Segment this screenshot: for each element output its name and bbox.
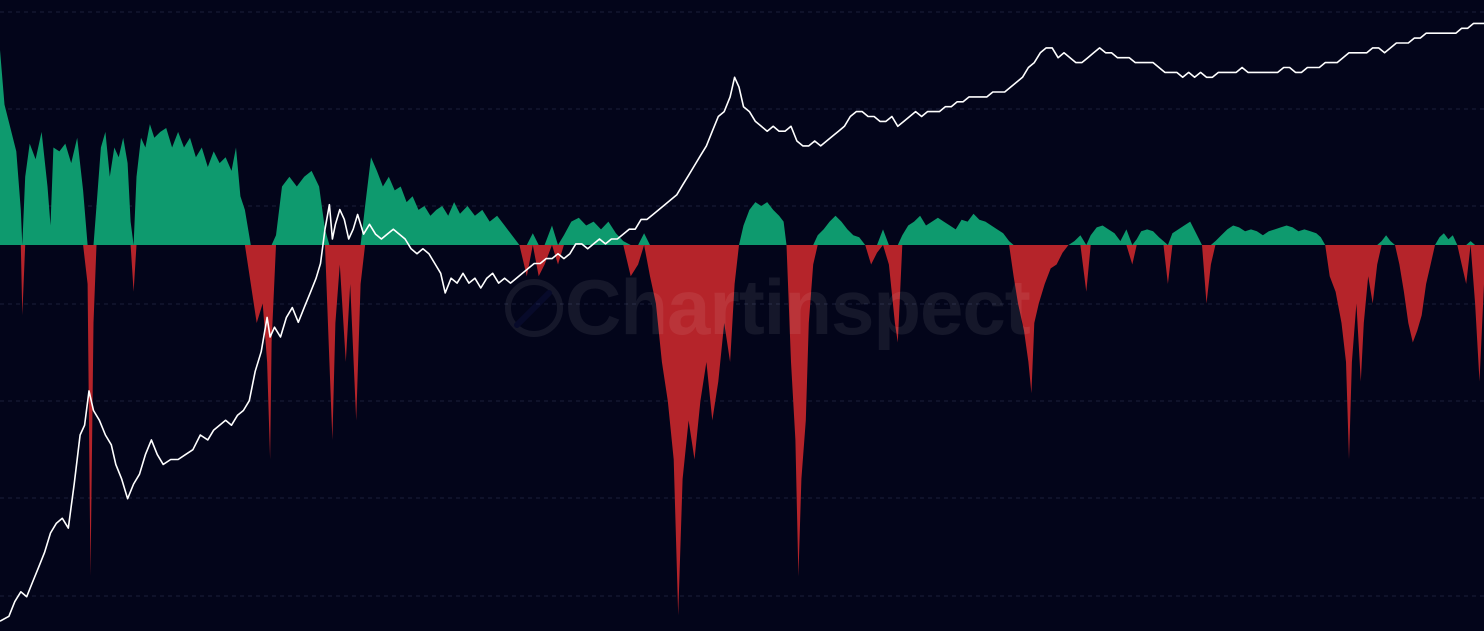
oscillator-positive-area [0, 50, 1484, 245]
oscillator-negative-area [0, 245, 1484, 616]
price-line [0, 22, 1484, 622]
